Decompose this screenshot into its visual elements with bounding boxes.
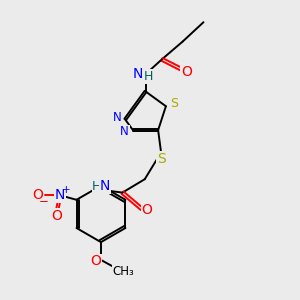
Text: H: H	[144, 70, 153, 83]
Text: CH₃: CH₃	[112, 265, 134, 278]
Text: O: O	[91, 254, 101, 268]
Text: O: O	[52, 209, 63, 223]
Text: N: N	[55, 188, 65, 202]
Text: O: O	[142, 203, 153, 218]
Text: +: +	[62, 185, 71, 195]
Text: S: S	[170, 98, 178, 110]
Text: −: −	[38, 195, 48, 208]
Text: H: H	[92, 179, 102, 193]
Text: N: N	[120, 125, 129, 138]
Text: O: O	[33, 188, 44, 202]
Text: S: S	[157, 152, 166, 166]
Text: N: N	[133, 67, 143, 81]
Text: O: O	[181, 65, 192, 79]
Text: N: N	[99, 179, 110, 193]
Text: N: N	[112, 112, 121, 124]
